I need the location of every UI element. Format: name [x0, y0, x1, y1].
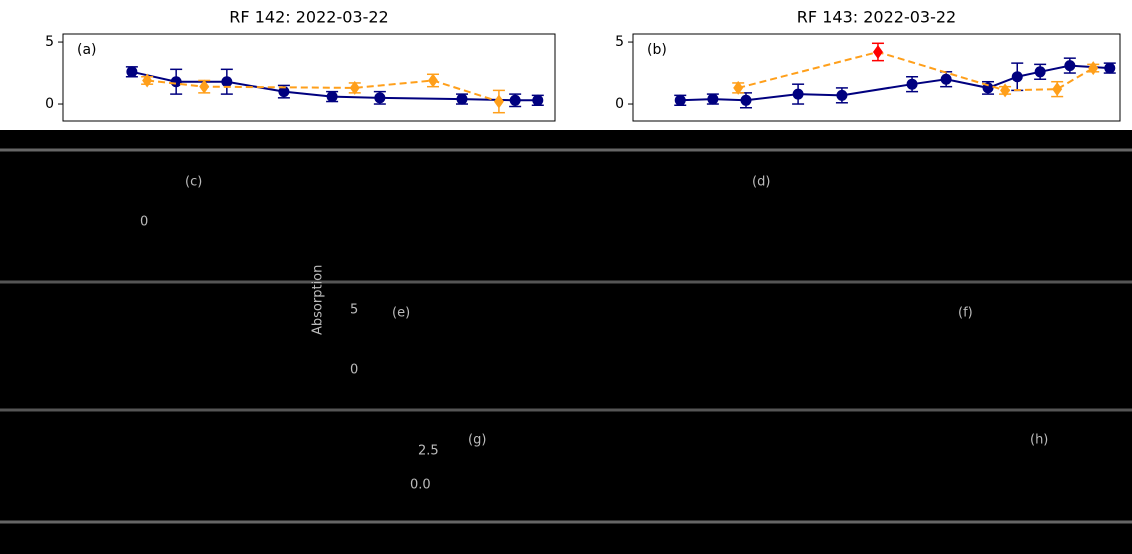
point	[1104, 62, 1116, 74]
fragment-text: (g)	[468, 433, 486, 448]
series-line	[147, 79, 500, 103]
point	[126, 66, 138, 78]
point	[509, 94, 521, 106]
fragment-text: (d)	[752, 175, 770, 190]
y-tick-label: 5	[45, 34, 54, 50]
point	[1000, 83, 1011, 98]
fragment-text: (e)	[392, 306, 410, 321]
point	[278, 86, 290, 98]
point	[374, 92, 386, 104]
point	[1011, 71, 1023, 83]
point	[906, 78, 918, 90]
point	[1088, 61, 1099, 76]
point	[142, 73, 153, 88]
point	[707, 93, 719, 105]
point	[733, 80, 744, 95]
y-tick-label: 5	[615, 34, 624, 50]
point	[170, 76, 182, 88]
corrupted-region	[0, 130, 1132, 554]
point	[326, 91, 338, 103]
point	[427, 73, 438, 88]
point	[1034, 66, 1046, 78]
plot-area	[62, 33, 556, 122]
fragment-text: 0	[140, 215, 148, 230]
point	[872, 44, 883, 59]
point	[836, 89, 848, 101]
y-tick-label: 0	[45, 96, 54, 112]
fragment-text: Absorption	[311, 265, 326, 335]
fragment-text: 0.0	[410, 478, 431, 493]
point	[1064, 60, 1076, 72]
point	[940, 73, 952, 85]
chart-title: RF 142: 2022-03-22	[229, 8, 388, 27]
plot-area	[632, 33, 1121, 122]
point	[792, 88, 804, 100]
fragment-text: (h)	[1030, 433, 1048, 448]
point	[1052, 82, 1063, 97]
y-tick-label: 0	[615, 96, 624, 112]
point	[456, 93, 468, 105]
panel-label: (a)	[77, 42, 97, 58]
point	[532, 94, 544, 106]
point	[199, 79, 210, 94]
fragment-text: 0	[350, 363, 358, 378]
fragment-text: 5	[350, 303, 358, 318]
point	[349, 80, 360, 95]
point	[740, 94, 752, 106]
fragment-text: 2.5	[418, 444, 439, 459]
point	[221, 76, 233, 88]
point	[674, 94, 686, 106]
point	[493, 94, 504, 109]
chart-title: RF 143: 2022-03-22	[797, 8, 956, 27]
panel-label: (b)	[647, 42, 667, 58]
fragment-text: (f)	[958, 306, 973, 321]
fragment-text: (c)	[185, 175, 202, 190]
